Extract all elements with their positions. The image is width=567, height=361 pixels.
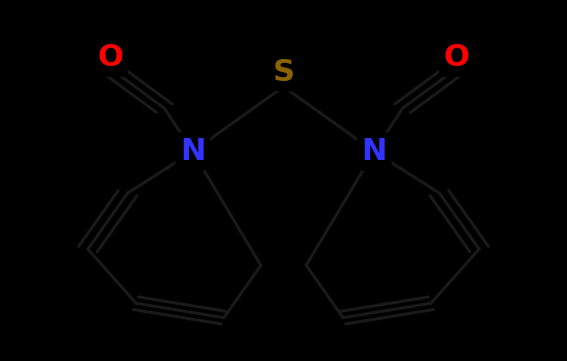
Text: O: O — [443, 43, 469, 72]
Text: O: O — [98, 43, 124, 72]
Text: N: N — [362, 137, 387, 166]
Text: N: N — [180, 137, 205, 166]
Text: S: S — [273, 58, 294, 87]
